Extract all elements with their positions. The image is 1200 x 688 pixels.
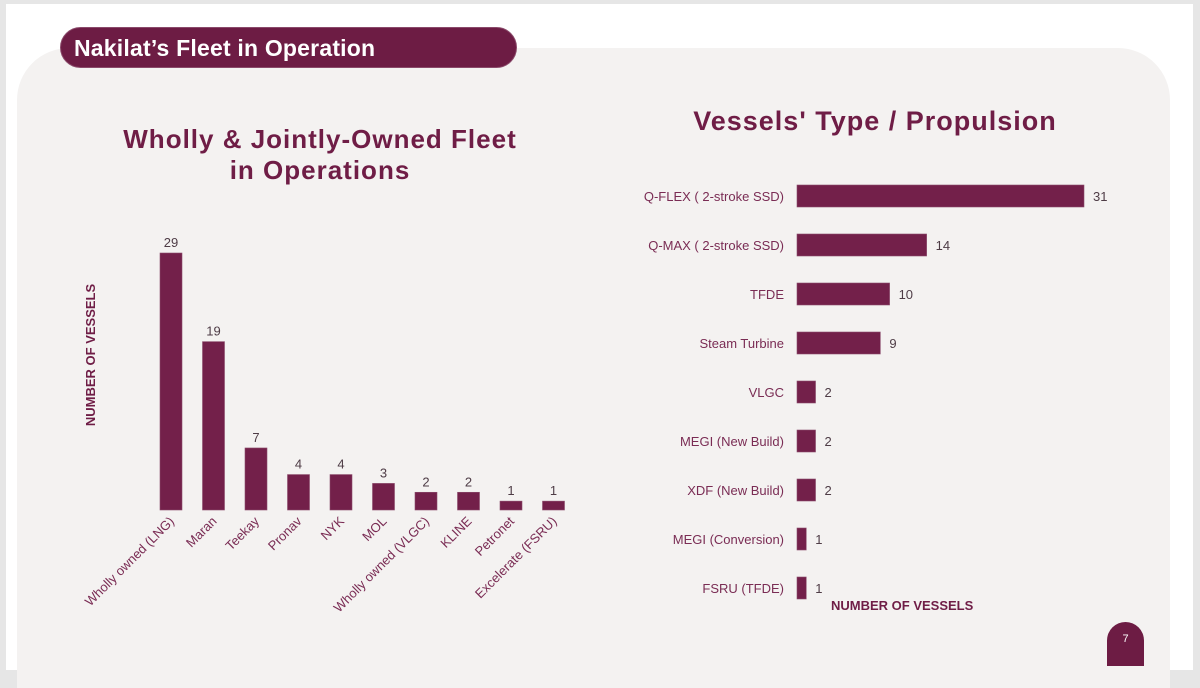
right-x-axis-label: NUMBER OF VESSELS	[831, 598, 974, 613]
bar-value-label-4: 4	[337, 457, 344, 472]
left-chart-title-line-2: in Operations	[229, 155, 411, 185]
bar-5	[372, 483, 395, 511]
bar-value-label-7: 2	[465, 474, 472, 489]
category-label-7: KLINE	[437, 513, 474, 550]
right-chart-title: Vessels' Type / Propulsion	[693, 106, 1057, 136]
bar-value-label-5: 3	[380, 465, 387, 480]
bar-value-label-1: 19	[206, 324, 220, 339]
left-chart-title-line-1: Wholly & Jointly-Owned Fleet	[123, 124, 517, 154]
category-label-5: MOL	[359, 514, 390, 545]
bar-3	[287, 474, 310, 511]
bar-1	[202, 341, 225, 511]
hbar-value-label-7: 1	[815, 532, 822, 547]
hbar-category-label-1: Q-MAX ( 2-stroke SSD)	[648, 238, 784, 253]
hbar-value-label-6: 2	[825, 483, 832, 498]
hbar-value-label-3: 9	[889, 336, 896, 351]
hbar-8	[796, 576, 807, 600]
bar-7	[457, 491, 480, 511]
bar-2	[244, 447, 268, 511]
hbar-2	[796, 282, 890, 306]
bar-value-label-2: 7	[252, 430, 259, 445]
category-label-3: Pronav	[265, 513, 305, 553]
hbar-5	[796, 429, 816, 453]
category-label-1: Maran	[183, 514, 220, 551]
bar-4	[329, 474, 353, 511]
hbar-value-label-2: 10	[899, 287, 913, 302]
header-title: Nakilat’s Fleet in Operation	[74, 35, 376, 61]
header-title-pill: Nakilat’s Fleet in Operation	[60, 27, 517, 68]
hbar-value-label-8: 1	[815, 581, 822, 596]
hbar-3	[796, 331, 881, 355]
bar-value-label-6: 2	[422, 474, 429, 489]
category-label-4: NYK	[318, 513, 348, 543]
bar-6	[414, 491, 438, 511]
hbar-category-label-4: VLGC	[749, 385, 784, 400]
category-label-0: Wholly owned (LNG)	[82, 514, 177, 609]
bar-value-label-8: 1	[507, 483, 514, 498]
fleet-owner-bar-chart: NUMBER OF VESSELS 29 Wholly owned (LNG) 19…	[82, 235, 565, 615]
hbar-4	[796, 380, 816, 404]
hbar-7	[796, 527, 807, 551]
hbar-0	[796, 184, 1085, 208]
left-chart-title: Wholly & Jointly-Owned Fleet in Operatio…	[110, 124, 530, 186]
hbar-value-label-0: 31	[1093, 189, 1107, 204]
hbar-category-label-5: MEGI (New Build)	[680, 434, 784, 449]
hbar-1	[796, 233, 927, 257]
hbar-value-label-4: 2	[825, 385, 832, 400]
hbar-value-label-1: 14	[936, 238, 950, 253]
bar-value-label-9: 1	[550, 483, 557, 498]
bar-value-label-0: 29	[164, 235, 178, 250]
hbar-category-label-3: Steam Turbine	[699, 336, 784, 351]
vessel-type-bar-chart: NUMBER OF VESSELS 31 Q-FLEX ( 2-stroke SS…	[644, 184, 1107, 613]
hbar-6	[796, 478, 816, 502]
left-y-axis-label: NUMBER OF VESSELS	[83, 284, 98, 427]
hbar-value-label-5: 2	[825, 434, 832, 449]
category-label-2: Teekay	[222, 513, 262, 553]
hbar-category-label-8: FSRU (TFDE)	[702, 581, 784, 596]
hbar-category-label-0: Q-FLEX ( 2-stroke SSD)	[644, 189, 784, 204]
bar-0	[159, 252, 183, 511]
bar-value-label-3: 4	[295, 457, 302, 472]
hbar-category-label-6: XDF (New Build)	[687, 483, 784, 498]
page-number-badge: 7	[1107, 622, 1144, 666]
hbar-category-label-7: MEGI (Conversion)	[673, 532, 784, 547]
category-label-9: Excelerate (FSRU)	[472, 514, 560, 602]
bar-9	[542, 500, 565, 511]
hbar-category-label-2: TFDE	[750, 287, 784, 302]
bar-8	[499, 500, 523, 511]
